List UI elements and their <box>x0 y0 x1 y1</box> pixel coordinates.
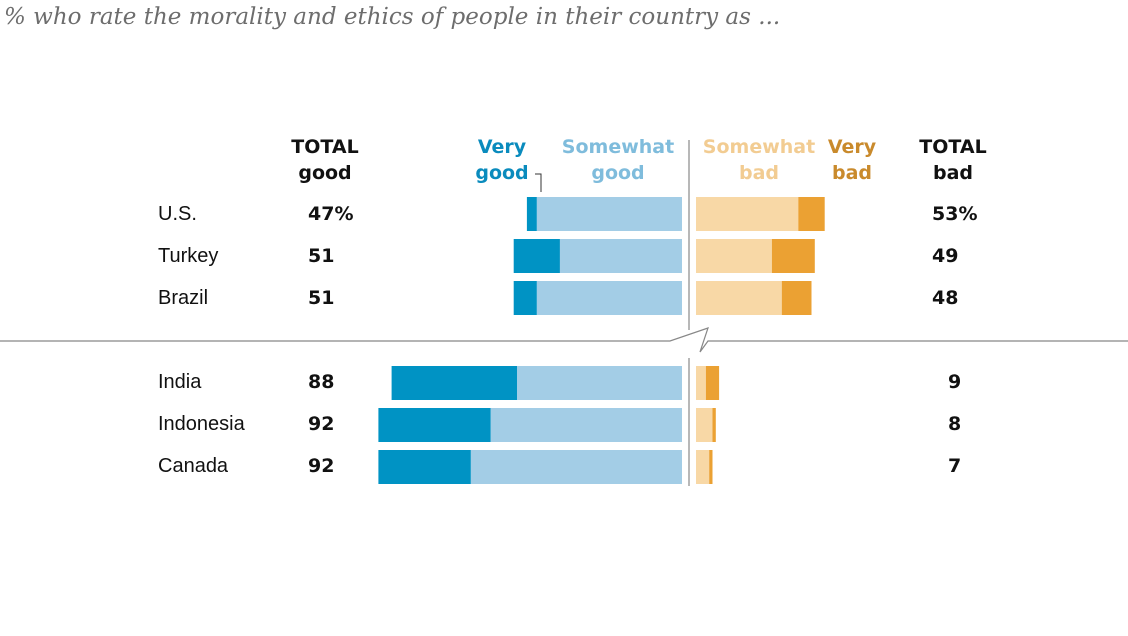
header-somewhat-good: Somewhat good <box>556 134 680 186</box>
bar-very-good <box>513 239 560 273</box>
bar-very-bad <box>705 366 720 400</box>
bar-somewhat-good <box>559 239 682 273</box>
chart-subtitle: % who rate the morality and ethics of pe… <box>4 4 781 30</box>
bar-somewhat-bad <box>696 239 772 273</box>
axis-break-line <box>0 327 1128 353</box>
bar-very-bad <box>712 408 716 442</box>
country-label: Turkey <box>158 245 219 267</box>
bar-very-bad <box>771 239 815 273</box>
bar-somewhat-bad <box>696 366 706 400</box>
header-total-good-line1: TOTAL <box>291 136 359 158</box>
bar-somewhat-bad <box>696 281 782 315</box>
bar-very-good <box>513 281 537 315</box>
bar-somewhat-good <box>536 281 682 315</box>
header-total-good: TOTAL good <box>280 134 370 186</box>
country-label: Canada <box>158 455 229 477</box>
bar-very-good <box>391 366 517 400</box>
header-somewhat-bad: Somewhat bad <box>698 134 820 186</box>
header-somewhat-bad-line2: bad <box>738 162 780 184</box>
bar-very-good <box>378 450 471 484</box>
total-bad-value: 8 <box>948 413 962 435</box>
header-total-bad-line1: TOTAL <box>919 136 987 158</box>
country-label: Brazil <box>158 287 209 309</box>
bar-somewhat-good <box>490 408 682 442</box>
total-good-value: 51 <box>308 287 335 309</box>
total-bad-value: 9 <box>948 371 962 393</box>
country-label: India <box>158 371 202 393</box>
bar-somewhat-bad <box>696 197 799 231</box>
bar-very-bad <box>781 281 812 315</box>
header-very-bad: Very bad <box>818 134 886 186</box>
header-total-bad-line2: bad <box>932 162 974 184</box>
header-very-good: Very good <box>462 134 542 186</box>
total-good-value: 92 <box>308 455 335 477</box>
total-good-value: 51 <box>308 245 335 267</box>
total-bad-value: 48 <box>932 287 959 309</box>
total-bad-value: 49 <box>932 245 959 267</box>
bar-very-good <box>526 197 537 231</box>
total-bad-value: 53% <box>932 203 978 225</box>
total-good-value: 92 <box>308 413 335 435</box>
bar-somewhat-bad <box>696 408 713 442</box>
header-very-good-line1: Very <box>477 136 527 158</box>
bar-very-good <box>378 408 491 442</box>
very-good-leader-line <box>535 173 542 192</box>
header-very-good-line2: good <box>475 162 529 184</box>
header-total-good-line2: good <box>298 162 352 184</box>
header-somewhat-good-line2: good <box>591 162 645 184</box>
bar-somewhat-good <box>517 366 682 400</box>
total-good-value: 47% <box>308 203 354 225</box>
country-label: U.S. <box>158 203 197 225</box>
total-good-value: 88 <box>308 371 335 393</box>
bar-very-bad <box>709 450 713 484</box>
total-bad-value: 7 <box>948 455 962 477</box>
bar-somewhat-good <box>536 197 682 231</box>
country-label: Indonesia <box>158 413 245 435</box>
bar-somewhat-good <box>470 450 682 484</box>
header-total-bad: TOTAL bad <box>908 134 998 186</box>
header-somewhat-bad-line1: Somewhat <box>702 136 816 158</box>
bar-very-bad <box>798 197 825 231</box>
header-somewhat-good-line1: Somewhat <box>561 136 675 158</box>
header-very-bad-line1: Very <box>827 136 877 158</box>
header-very-bad-line2: bad <box>831 162 873 184</box>
bar-somewhat-bad <box>696 450 710 484</box>
